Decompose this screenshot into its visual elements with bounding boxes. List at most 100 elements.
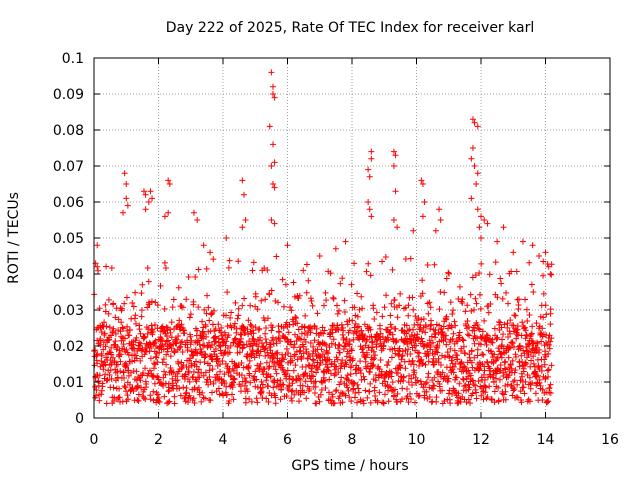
data-point <box>455 390 462 397</box>
data-point <box>487 301 494 308</box>
data-point <box>195 304 202 311</box>
data-point <box>496 376 503 383</box>
data-point <box>236 349 243 356</box>
data-point <box>504 381 511 388</box>
data-point <box>120 341 127 348</box>
data-point <box>220 336 227 343</box>
data-point <box>344 372 351 379</box>
data-point <box>293 315 300 322</box>
data-point <box>428 321 435 328</box>
data-point <box>125 396 132 403</box>
data-point <box>419 181 426 187</box>
data-point <box>539 396 546 403</box>
data-point <box>269 324 276 331</box>
data-point <box>451 347 458 354</box>
data-point <box>308 372 315 379</box>
data-point <box>517 388 524 395</box>
data-point <box>518 332 525 339</box>
data-point <box>512 325 519 332</box>
data-point <box>288 397 295 404</box>
data-point <box>150 374 157 380</box>
data-point <box>232 336 239 343</box>
data-point <box>465 367 472 374</box>
data-point <box>385 398 392 405</box>
data-point <box>267 341 274 348</box>
data-point <box>198 398 205 405</box>
data-point <box>351 380 358 387</box>
data-point <box>471 119 478 126</box>
data-point <box>277 338 284 345</box>
data-point <box>518 352 525 359</box>
data-point <box>419 277 426 284</box>
data-point <box>313 400 320 407</box>
data-point <box>512 367 519 374</box>
data-point <box>494 334 501 341</box>
data-point <box>279 381 286 388</box>
data-point <box>476 270 483 277</box>
data-point <box>167 329 174 336</box>
data-point <box>431 382 438 389</box>
data-point <box>533 339 540 346</box>
data-point <box>499 336 506 343</box>
data-point <box>262 330 269 337</box>
data-point <box>415 353 422 360</box>
data-point <box>310 373 317 380</box>
data-point <box>226 397 233 404</box>
data-point <box>262 352 269 359</box>
data-point <box>495 384 502 391</box>
data-point <box>202 323 209 330</box>
data-point <box>169 375 176 382</box>
data-point <box>467 400 474 407</box>
data-point <box>171 400 178 407</box>
data-point <box>248 398 255 405</box>
data-point <box>480 396 487 403</box>
data-point <box>289 380 296 387</box>
data-point <box>269 83 276 90</box>
data-point <box>510 322 517 329</box>
data-point <box>515 301 522 308</box>
data-point <box>250 259 257 266</box>
data-point <box>192 358 199 365</box>
data-point <box>322 289 329 296</box>
data-point <box>493 335 500 342</box>
data-point <box>224 323 231 330</box>
data-point <box>450 307 457 314</box>
data-point <box>112 330 119 337</box>
data-point <box>468 359 475 366</box>
data-point <box>187 333 194 340</box>
data-point <box>271 184 278 191</box>
data-point <box>345 377 352 384</box>
data-point <box>327 270 334 277</box>
data-point <box>257 334 264 341</box>
data-point <box>410 227 417 234</box>
data-point <box>208 311 215 318</box>
data-point <box>138 307 145 314</box>
data-point <box>529 242 536 249</box>
data-point <box>445 352 452 359</box>
data-point <box>519 238 526 245</box>
data-point <box>484 359 491 366</box>
data-point <box>154 391 161 398</box>
data-point <box>359 305 366 312</box>
data-point <box>548 261 555 268</box>
data-point <box>388 369 395 376</box>
data-points <box>91 69 555 407</box>
data-point <box>132 289 139 296</box>
data-point <box>528 357 535 364</box>
data-point <box>158 335 165 342</box>
data-point <box>357 370 364 377</box>
data-point <box>535 362 542 369</box>
data-point <box>526 342 533 349</box>
data-point <box>441 289 448 296</box>
data-point <box>139 281 146 288</box>
data-point <box>284 242 291 249</box>
data-point <box>338 362 345 369</box>
data-point <box>173 340 180 347</box>
data-point <box>400 373 407 380</box>
data-point <box>273 350 280 357</box>
data-point <box>121 300 128 307</box>
data-point <box>246 396 253 403</box>
data-point <box>107 367 114 374</box>
data-point <box>247 379 254 386</box>
data-point <box>231 375 238 382</box>
